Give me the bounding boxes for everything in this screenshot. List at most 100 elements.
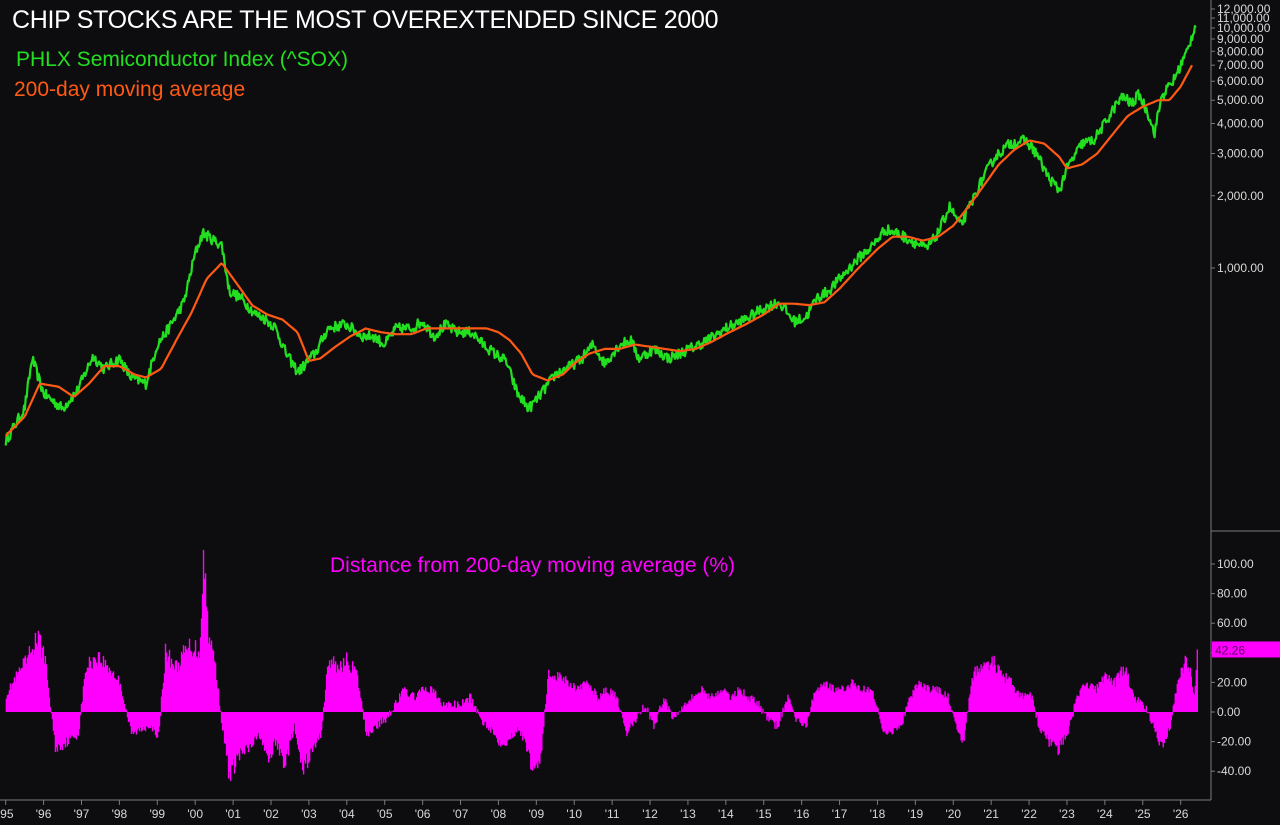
- distance-bar: [1146, 706, 1147, 712]
- x-tick-label: '08: [491, 807, 507, 820]
- distance-bar: [677, 712, 678, 715]
- distance-bar: [760, 706, 761, 712]
- x-tick-label: '95: [0, 807, 14, 820]
- distance-bar: [657, 712, 658, 714]
- distance-bar: [1033, 706, 1034, 712]
- distance-bar: [620, 710, 621, 712]
- distance-y-tick-label: 0.00: [1217, 705, 1241, 719]
- main-y-tick-label: 5,000.00: [1217, 93, 1264, 107]
- distance-bar: [1073, 712, 1074, 717]
- distance-bar: [50, 707, 51, 712]
- main-y-tick-label: 8,000.00: [1217, 44, 1264, 58]
- x-tick-label: '24: [1097, 807, 1113, 820]
- distance-y-tick-label: 20.00: [1217, 675, 1247, 689]
- chart-title: CHIP STOCKS ARE THE MOST OVEREXTENDED SI…: [12, 6, 718, 35]
- main-y-tick-label: 2,000.00: [1217, 189, 1264, 203]
- x-tick-label: '15: [756, 807, 772, 820]
- distance-bar: [779, 712, 780, 721]
- distance-bar: [220, 711, 221, 712]
- distance-y-tick-label: -40.00: [1217, 764, 1251, 778]
- distance-bar: [966, 712, 967, 713]
- x-tick-label: '13: [680, 807, 696, 820]
- distance-bar: [362, 709, 363, 712]
- distance-bar: [951, 710, 952, 712]
- x-tick-label: '02: [263, 807, 279, 820]
- x-tick-label: '21: [983, 807, 999, 820]
- distance-bar: [647, 708, 648, 712]
- distance-bar: [670, 711, 671, 712]
- distance-bar: [476, 712, 477, 713]
- distance-bar: [679, 711, 680, 712]
- distance-bar: [475, 706, 476, 712]
- distance-bar: [80, 712, 81, 715]
- distance-y-tick-label: -20.00: [1217, 735, 1251, 749]
- main-y-tick-label: 12,000.00: [1217, 2, 1271, 16]
- x-tick-label: '18: [870, 807, 886, 820]
- x-tick-label: '04: [339, 807, 355, 820]
- distance-plot-area: [6, 550, 1198, 781]
- x-tick-label: '23: [1059, 807, 1075, 820]
- distance-bar: [809, 712, 810, 713]
- distance-bar: [1034, 711, 1035, 712]
- distance-bar: [640, 712, 641, 714]
- distance-bar: [160, 712, 161, 716]
- distance-bar: [1172, 712, 1173, 715]
- x-tick-label: '07: [453, 807, 469, 820]
- distance-bar: [904, 712, 905, 716]
- x-tick-label: '12: [642, 807, 658, 820]
- distance-panel-title: Distance from 200-day moving average (%): [330, 554, 735, 578]
- distance-bar: [1197, 649, 1198, 712]
- distance-bar: [638, 712, 639, 713]
- x-tick-label: '22: [1021, 807, 1037, 820]
- main-y-tick-label: 6,000.00: [1217, 74, 1264, 88]
- x-tick-label: '97: [74, 807, 90, 820]
- last-value-label: 42.26: [1215, 643, 1245, 657]
- moving-average-line: [6, 65, 1192, 436]
- main-y-tick-label: 3,000.00: [1217, 146, 1264, 160]
- distance-bar: [877, 708, 878, 712]
- x-tick-label: '99: [149, 807, 165, 820]
- distance-bar: [389, 711, 390, 712]
- distance-y-tick-label: 100.00: [1217, 557, 1254, 571]
- x-tick-label: '19: [908, 807, 924, 820]
- x-tick-label: '00: [187, 807, 203, 820]
- main-y-tick-label: 4,000.00: [1217, 117, 1264, 131]
- x-tick-label: '20: [945, 807, 961, 820]
- distance-bar: [645, 708, 646, 712]
- distance-bar: [762, 709, 763, 712]
- distance-bar: [322, 712, 323, 721]
- main-y-tick-label: 1,000.00: [1217, 261, 1264, 275]
- x-tick-label: '14: [718, 807, 734, 820]
- distance-bar: [543, 712, 544, 727]
- x-tick-label: '17: [832, 807, 848, 820]
- x-tick-label: '05: [377, 807, 393, 820]
- distance-y-tick-label: 80.00: [1217, 587, 1247, 601]
- x-tick-label: '11: [605, 807, 620, 820]
- x-tick-label: '09: [529, 807, 545, 820]
- distance-bar: [388, 712, 389, 717]
- legend-index: PHLX Semiconductor Index (^SOX): [16, 48, 348, 72]
- distance-bar: [636, 712, 637, 719]
- x-tick-label: '10: [566, 807, 582, 820]
- x-tick-label: '96: [36, 807, 52, 820]
- x-tick-label: '25: [1135, 807, 1151, 820]
- x-tick-label: '03: [301, 807, 317, 820]
- distance-bar: [761, 712, 762, 714]
- distance-bar: [126, 710, 127, 712]
- x-tick-label: '01: [225, 807, 241, 820]
- distance-bar: [390, 712, 391, 716]
- distance-bar: [477, 709, 478, 712]
- distance-y-tick-label: 60.00: [1217, 616, 1247, 630]
- distance-bar: [792, 710, 793, 712]
- x-tick-label: '16: [794, 807, 810, 820]
- distance-bar: [781, 712, 782, 717]
- distance-bar: [675, 712, 676, 717]
- x-tick-label: '06: [415, 807, 431, 820]
- x-tick-label: '26: [1173, 807, 1189, 820]
- x-tick-label: '98: [112, 807, 128, 820]
- main-y-tick-label: 7,000.00: [1217, 58, 1264, 72]
- legend-moving-average: 200-day moving average: [14, 78, 245, 102]
- distance-bar: [965, 712, 966, 723]
